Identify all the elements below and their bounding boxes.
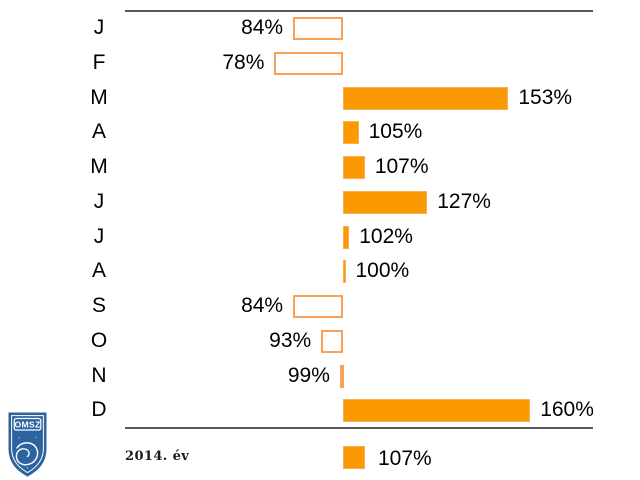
month-label: O	[90, 328, 108, 352]
value-label: 93%	[269, 328, 312, 352]
summary-year-label: 2014. év	[125, 449, 190, 464]
month-label: J	[93, 16, 105, 39]
chart-row: J 127%	[0, 185, 640, 220]
value-label: 127%	[437, 189, 491, 213]
omsz-logo: OMSZ	[8, 412, 47, 477]
month-label: J	[93, 224, 105, 248]
month-label: S	[91, 294, 106, 317]
bar-hollow	[321, 329, 343, 353]
bar-hollow	[274, 51, 343, 75]
chart-row: J 84%	[0, 11, 640, 46]
bar-filled	[343, 260, 346, 284]
chart-row: D 160%	[0, 393, 640, 428]
bar-filled	[343, 86, 509, 110]
month-label: D	[91, 398, 107, 422]
value-label: 84%	[241, 294, 284, 317]
bar-hollow	[293, 295, 343, 318]
month-label: A	[91, 259, 106, 283]
chart-rows: J 84% F 78% M 153% A 105% M 107% J 127% J 102% A 100% S 8…	[0, 11, 640, 428]
chart-row: A 105%	[0, 115, 640, 150]
logo-wave-swirl	[15, 442, 39, 466]
value-label: 160%	[540, 398, 594, 422]
summary-bar	[343, 446, 365, 469]
value-label: 84%	[241, 16, 284, 39]
bar-filled	[343, 121, 359, 145]
chart-row: S 84%	[0, 289, 640, 324]
logo-text-box	[13, 417, 42, 431]
chart-row: M 153%	[0, 81, 640, 116]
month-label: F	[92, 50, 106, 74]
value-label: 107%	[374, 155, 429, 178]
logo-inner-outline	[11, 415, 44, 474]
value-label: 153%	[518, 85, 573, 109]
month-label: M	[90, 85, 108, 109]
value-label: 100%	[355, 259, 410, 283]
bottom-axis-rule	[125, 427, 593, 429]
chart-row: J 102%	[0, 220, 640, 255]
summary-value-label: 107%	[378, 447, 432, 470]
bar-hollow	[293, 17, 343, 40]
chart-row: A 100%	[0, 254, 640, 289]
bar-filled	[343, 399, 531, 423]
bar-filled	[343, 225, 350, 249]
month-label: M	[90, 155, 108, 178]
month-label: J	[93, 189, 105, 213]
month-label: A	[91, 120, 106, 144]
value-label: 102%	[359, 224, 413, 248]
chart-row: F 78%	[0, 46, 640, 81]
bar-filled	[343, 156, 365, 179]
logo-text: OMSZ	[14, 419, 40, 429]
chart-row: N 99%	[0, 359, 640, 394]
value-label: 99%	[287, 363, 330, 387]
bar-filled	[343, 190, 428, 214]
top-axis-rule	[125, 10, 593, 12]
chart-row: M 107%	[0, 150, 640, 185]
value-label: 105%	[368, 120, 423, 144]
month-label: N	[91, 363, 107, 387]
value-label: 78%	[222, 50, 265, 74]
bar-hollow	[339, 364, 344, 388]
chart-row: O 93%	[0, 324, 640, 359]
